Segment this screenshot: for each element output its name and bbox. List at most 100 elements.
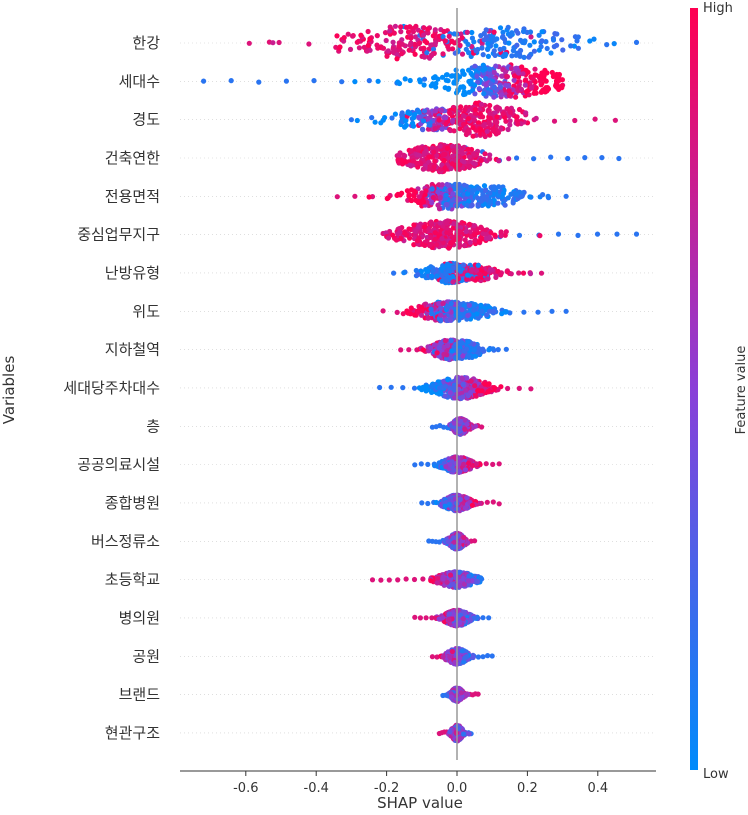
shap-point xyxy=(478,235,484,241)
shap-point xyxy=(421,199,427,205)
shap-point xyxy=(306,41,312,47)
shap-point xyxy=(468,70,474,76)
shap-point xyxy=(499,311,505,317)
shap-point xyxy=(426,226,432,232)
shap-point xyxy=(395,577,401,583)
shap-point xyxy=(481,91,487,97)
feature-row-points xyxy=(394,142,622,175)
shap-point xyxy=(425,26,431,32)
shap-point xyxy=(380,45,387,51)
shap-point xyxy=(440,240,446,246)
shap-point xyxy=(523,110,529,116)
shap-point xyxy=(503,229,509,235)
shap-point xyxy=(506,40,512,46)
shap-point xyxy=(528,386,534,392)
shap-point xyxy=(482,381,488,387)
shap-point xyxy=(484,128,490,134)
shap-point xyxy=(385,48,391,54)
shap-point xyxy=(396,152,402,159)
shap-point xyxy=(432,125,438,132)
shap-point xyxy=(487,102,493,109)
shap-point xyxy=(513,114,519,120)
shap-point xyxy=(406,226,412,232)
shap-point xyxy=(505,83,512,89)
shap-point xyxy=(500,190,506,197)
shap-point xyxy=(481,183,488,189)
shap-point xyxy=(402,124,408,130)
shap-point xyxy=(418,304,424,310)
shap-point xyxy=(388,384,394,390)
shap-point xyxy=(505,385,511,392)
shap-point xyxy=(482,271,488,277)
shap-point xyxy=(487,115,493,121)
shap-point xyxy=(458,31,464,37)
shap-point xyxy=(457,116,464,122)
feature-row-points xyxy=(380,299,569,324)
shap-point xyxy=(500,29,506,35)
shap-point xyxy=(442,38,448,44)
shap-point xyxy=(420,166,426,172)
shap-point xyxy=(425,315,431,321)
shap-point xyxy=(385,195,391,201)
shap-point xyxy=(439,278,445,284)
shap-point xyxy=(544,88,550,94)
shap-point xyxy=(421,45,427,51)
shap-point xyxy=(410,123,417,129)
shap-point xyxy=(430,382,436,389)
shap-point xyxy=(553,83,559,90)
shap-point xyxy=(460,262,467,268)
shap-point xyxy=(633,231,640,237)
shap-point xyxy=(522,82,528,88)
shap-point xyxy=(481,195,487,201)
shap-point xyxy=(425,387,431,393)
shap-point xyxy=(394,309,400,315)
shap-point xyxy=(516,385,522,391)
shap-point xyxy=(465,312,471,319)
shap-point xyxy=(444,278,450,284)
shap-point xyxy=(390,39,396,45)
shap-point xyxy=(466,573,472,579)
shap-point xyxy=(429,186,435,192)
shap-point xyxy=(440,575,446,582)
shap-point xyxy=(451,420,457,426)
shap-point xyxy=(463,131,469,138)
shap-point xyxy=(443,464,449,470)
shap-point xyxy=(408,187,415,193)
shap-point xyxy=(465,578,471,584)
shap-point xyxy=(517,53,523,59)
shap-point xyxy=(457,42,463,49)
shap-point xyxy=(474,311,480,317)
shap-point xyxy=(436,344,443,350)
shap-point xyxy=(445,377,451,383)
feature-row-points xyxy=(369,569,485,591)
shap-point xyxy=(446,33,452,40)
shap-point xyxy=(256,79,262,85)
shap-point xyxy=(472,161,479,167)
shap-point xyxy=(431,149,437,155)
shap-point xyxy=(476,86,482,92)
shap-point xyxy=(461,461,467,467)
shap-point xyxy=(483,81,489,87)
shap-point xyxy=(459,375,465,382)
shap-point xyxy=(442,338,448,344)
shap-point xyxy=(451,128,457,134)
shap-point xyxy=(472,107,478,113)
shap-point xyxy=(423,188,429,194)
shap-point xyxy=(440,300,446,306)
shap-point xyxy=(539,29,545,35)
shap-point xyxy=(416,385,422,391)
shap-point xyxy=(440,51,446,57)
shap-point xyxy=(543,39,549,45)
shap-point xyxy=(439,182,445,188)
shap-point xyxy=(366,78,372,84)
feature-row-points xyxy=(377,374,534,402)
shap-point xyxy=(504,106,510,112)
shap-point xyxy=(358,32,364,38)
shap-point xyxy=(503,346,509,352)
shap-point xyxy=(437,143,443,149)
shap-point xyxy=(443,115,449,121)
shap-point xyxy=(431,342,438,348)
shap-point xyxy=(354,117,360,124)
shap-point xyxy=(432,108,438,114)
shap-point xyxy=(506,88,512,94)
